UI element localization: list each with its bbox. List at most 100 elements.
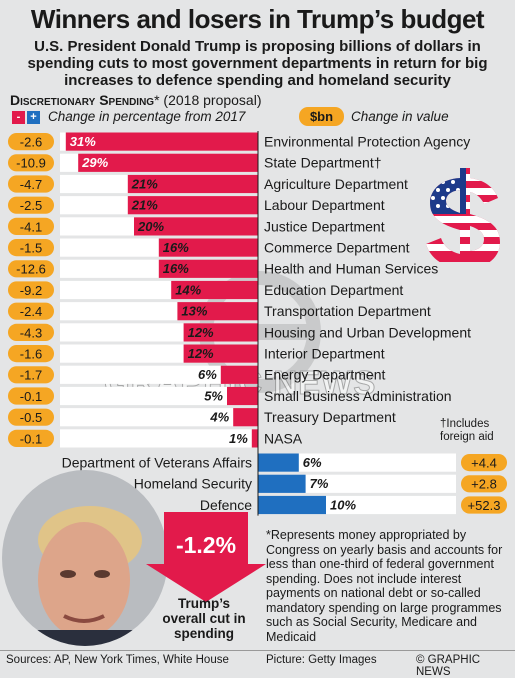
- row-band: [60, 408, 258, 427]
- pct-label: 20%: [137, 219, 164, 234]
- pct-label: 1%: [229, 431, 248, 446]
- footer-picture: Picture: Getty Images: [266, 654, 377, 666]
- department-label: Interior Department: [264, 346, 385, 362]
- department-label: Defence: [200, 497, 252, 513]
- down-arrow-icon: [146, 512, 266, 602]
- footer: Sources: AP, New York Times, White House…: [0, 650, 515, 678]
- value-label: +2.8: [471, 477, 497, 492]
- department-label: Education Department: [264, 282, 403, 298]
- department-label: Health and Human Services: [264, 261, 438, 277]
- value-badge: [8, 387, 54, 405]
- section-title-bold: Discretionary Spending: [10, 92, 155, 108]
- bar-cut: [134, 217, 258, 236]
- value-badge: [8, 429, 54, 447]
- value-label: -0.5: [20, 410, 42, 425]
- subtitle: U.S. President Donald Trump is proposing…: [27, 38, 488, 89]
- value-label: -4.1: [20, 219, 42, 234]
- row-band: [258, 474, 456, 493]
- department-label: Energy Department: [264, 367, 386, 383]
- section-title-rest: * (2018 proposal): [154, 92, 262, 108]
- value-label: -9.2: [20, 283, 42, 298]
- value-label: +4.4: [471, 456, 497, 471]
- value-label: -1.6: [20, 347, 42, 362]
- bar-increase: [258, 474, 306, 493]
- pct-label: 4%: [209, 410, 229, 425]
- bar-increase: [258, 495, 326, 515]
- bar-cut: [177, 302, 258, 321]
- bar-cut: [127, 174, 258, 194]
- department-label: Environmental Protection Agency: [264, 134, 470, 150]
- bar-cut: [183, 323, 258, 342]
- value-badge: [461, 496, 507, 514]
- department-label: Housing and Urban Development: [264, 324, 471, 340]
- department-label: Agriculture Department: [264, 176, 408, 192]
- value-label: +52.3: [468, 498, 501, 513]
- value-label: -12.6: [16, 262, 46, 277]
- value-badge: [8, 196, 54, 214]
- legend-bn-badge: $bn: [299, 107, 344, 126]
- bar-cut: [233, 408, 258, 427]
- value-badge: [461, 475, 507, 493]
- footer-sources: Sources: AP, New York Times, White House: [6, 654, 229, 666]
- department-label: NASA: [264, 430, 303, 446]
- pct-label: 13%: [181, 304, 207, 319]
- bar-cut: [65, 132, 258, 151]
- overall-cut-label: Trump’s overall cut in spending: [162, 596, 246, 641]
- value-badge: [8, 154, 54, 172]
- value-badge: [8, 302, 54, 320]
- bar-increase: [258, 453, 299, 472]
- bar-cut: [227, 386, 258, 406]
- value-label: -4.3: [20, 325, 42, 340]
- value-label: -1.7: [20, 368, 42, 383]
- page-title: Winners and losers in Trump’s budget: [30, 4, 485, 34]
- department-label: State Department†: [264, 155, 382, 171]
- legend-plus-swatch: +: [27, 111, 40, 124]
- bar-cut: [251, 429, 258, 448]
- pct-label: 7%: [310, 476, 329, 491]
- department-label: Small Business Administration: [264, 388, 452, 404]
- overall-cut-value: -1.2%: [175, 532, 237, 558]
- value-label: -0.1: [20, 431, 42, 446]
- value-label: -10.9: [16, 156, 46, 171]
- pct-label: 12%: [188, 346, 214, 361]
- value-label: -0.1: [20, 389, 42, 404]
- row-band: [60, 365, 258, 384]
- footnote: *Represents money appropriated by Congre…: [266, 528, 503, 644]
- pct-label: 21%: [131, 198, 158, 213]
- value-label: -2.4: [20, 304, 42, 319]
- bar-cut: [171, 280, 258, 300]
- pct-label: 16%: [163, 240, 189, 255]
- department-label: Transportation Department: [264, 303, 431, 319]
- footer-credit: © GRAPHIC NEWS: [416, 654, 481, 678]
- value-badge: [8, 408, 54, 426]
- legend-minus-swatch: -: [12, 111, 25, 124]
- department-label: Homeland Security: [134, 476, 252, 492]
- row-band: [258, 453, 456, 472]
- pct-label: 6%: [303, 455, 322, 470]
- bar-cut: [158, 238, 258, 257]
- value-badge: [8, 133, 54, 151]
- pct-label: 29%: [81, 155, 108, 170]
- pct-label: 10%: [330, 497, 356, 512]
- department-label: Labour Department: [264, 197, 385, 213]
- value-badge: [8, 345, 54, 363]
- pct-label: 6%: [198, 367, 217, 382]
- bar-cut: [220, 365, 258, 384]
- includes-foreign-aid-note: †Includes foreign aid: [440, 418, 494, 443]
- value-badge: [8, 217, 54, 235]
- row-band: [60, 386, 258, 406]
- pct-label: 5%: [204, 388, 223, 403]
- value-badge: [8, 260, 54, 278]
- value-badge: [8, 239, 54, 257]
- department-label: Justice Department: [264, 218, 385, 234]
- value-label: -1.5: [20, 241, 42, 256]
- section-title: Discretionary Spending* (2018 proposal): [10, 92, 262, 108]
- bar-cut: [78, 153, 258, 172]
- bar-cut: [158, 259, 258, 278]
- pct-label: 21%: [131, 176, 158, 191]
- row-band: [60, 429, 258, 448]
- value-label: -2.6: [20, 135, 42, 150]
- pct-label: 16%: [163, 261, 189, 276]
- bar-cut: [183, 344, 258, 363]
